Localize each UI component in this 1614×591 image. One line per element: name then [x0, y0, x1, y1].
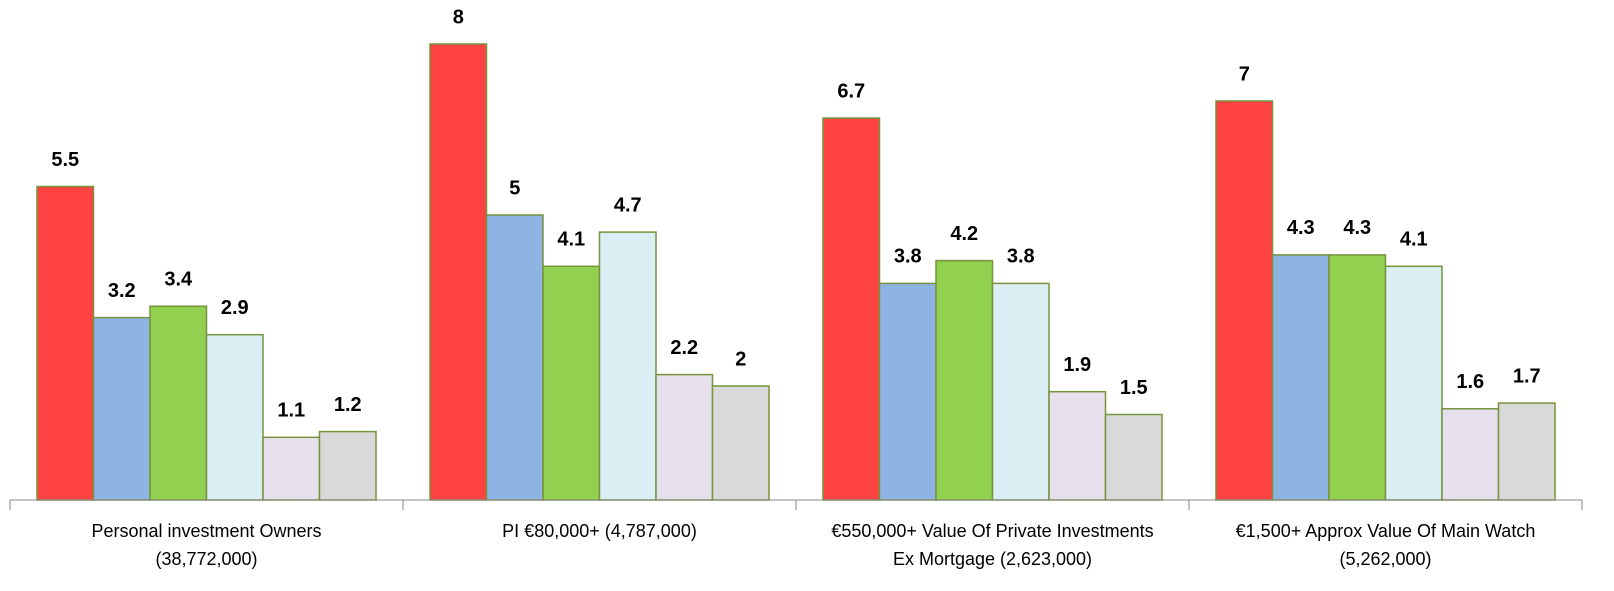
bar: [711, 385, 770, 501]
bar: [36, 185, 95, 501]
value-label: 1.7: [1513, 365, 1541, 387]
bar: [542, 265, 601, 501]
value-label: 3.2: [108, 280, 136, 302]
bar: [485, 214, 544, 501]
value-label: 5: [509, 177, 520, 199]
value-label: 2.9: [221, 297, 249, 319]
bar: [205, 333, 264, 501]
bar: [1384, 265, 1443, 501]
value-label: 1.1: [277, 400, 305, 422]
bar: [1497, 402, 1556, 501]
value-label: 1.6: [1456, 371, 1484, 393]
bar: [935, 259, 994, 501]
x-tick-label: €550,000+ Value Of Private Investments: [831, 521, 1153, 541]
value-label: 4.2: [950, 223, 978, 245]
bar: [1048, 390, 1107, 501]
value-label: 3.8: [894, 246, 922, 268]
x-tick-label: (5,262,000): [1339, 549, 1431, 569]
x-tick-label: PI €80,000+ (4,787,000): [502, 521, 697, 541]
x-tick-label: (38,772,000): [155, 549, 257, 569]
bar: [1441, 408, 1500, 501]
value-label: 1.5: [1120, 377, 1148, 399]
bar: [1271, 254, 1330, 501]
value-label: 4.1: [1400, 229, 1428, 251]
value-label: 8: [453, 6, 464, 28]
bar: [822, 117, 881, 501]
value-label: 4.3: [1343, 217, 1371, 239]
bar: [92, 316, 151, 501]
x-tick-label: Personal investment Owners: [91, 521, 321, 541]
value-label: 7: [1239, 63, 1250, 85]
bar: [1104, 413, 1163, 501]
value-label: 3.8: [1007, 246, 1035, 268]
bar: [429, 43, 488, 501]
value-label: 6.7: [837, 80, 865, 102]
value-label: 4.1: [557, 229, 585, 251]
value-label: 4.3: [1287, 217, 1315, 239]
bar: [655, 373, 714, 501]
bar: [149, 305, 208, 501]
value-label: 1.2: [334, 394, 362, 416]
bar: [262, 436, 321, 501]
value-label: 3.4: [164, 268, 193, 290]
bar: [991, 282, 1050, 501]
value-label: 1.9: [1063, 354, 1091, 376]
bar: [1328, 254, 1387, 501]
value-label: 5.5: [51, 149, 79, 171]
x-tick-label: Ex Mortgage (2,623,000): [893, 549, 1092, 569]
value-label: 4.7: [614, 194, 642, 216]
bar: [1215, 100, 1274, 501]
value-label: 2.2: [670, 337, 698, 359]
value-label: 2: [735, 348, 746, 370]
bar: [318, 430, 377, 501]
bar: [878, 282, 937, 501]
bar: [598, 231, 657, 501]
x-tick-label: €1,500+ Approx Value Of Main Watch: [1236, 521, 1536, 541]
